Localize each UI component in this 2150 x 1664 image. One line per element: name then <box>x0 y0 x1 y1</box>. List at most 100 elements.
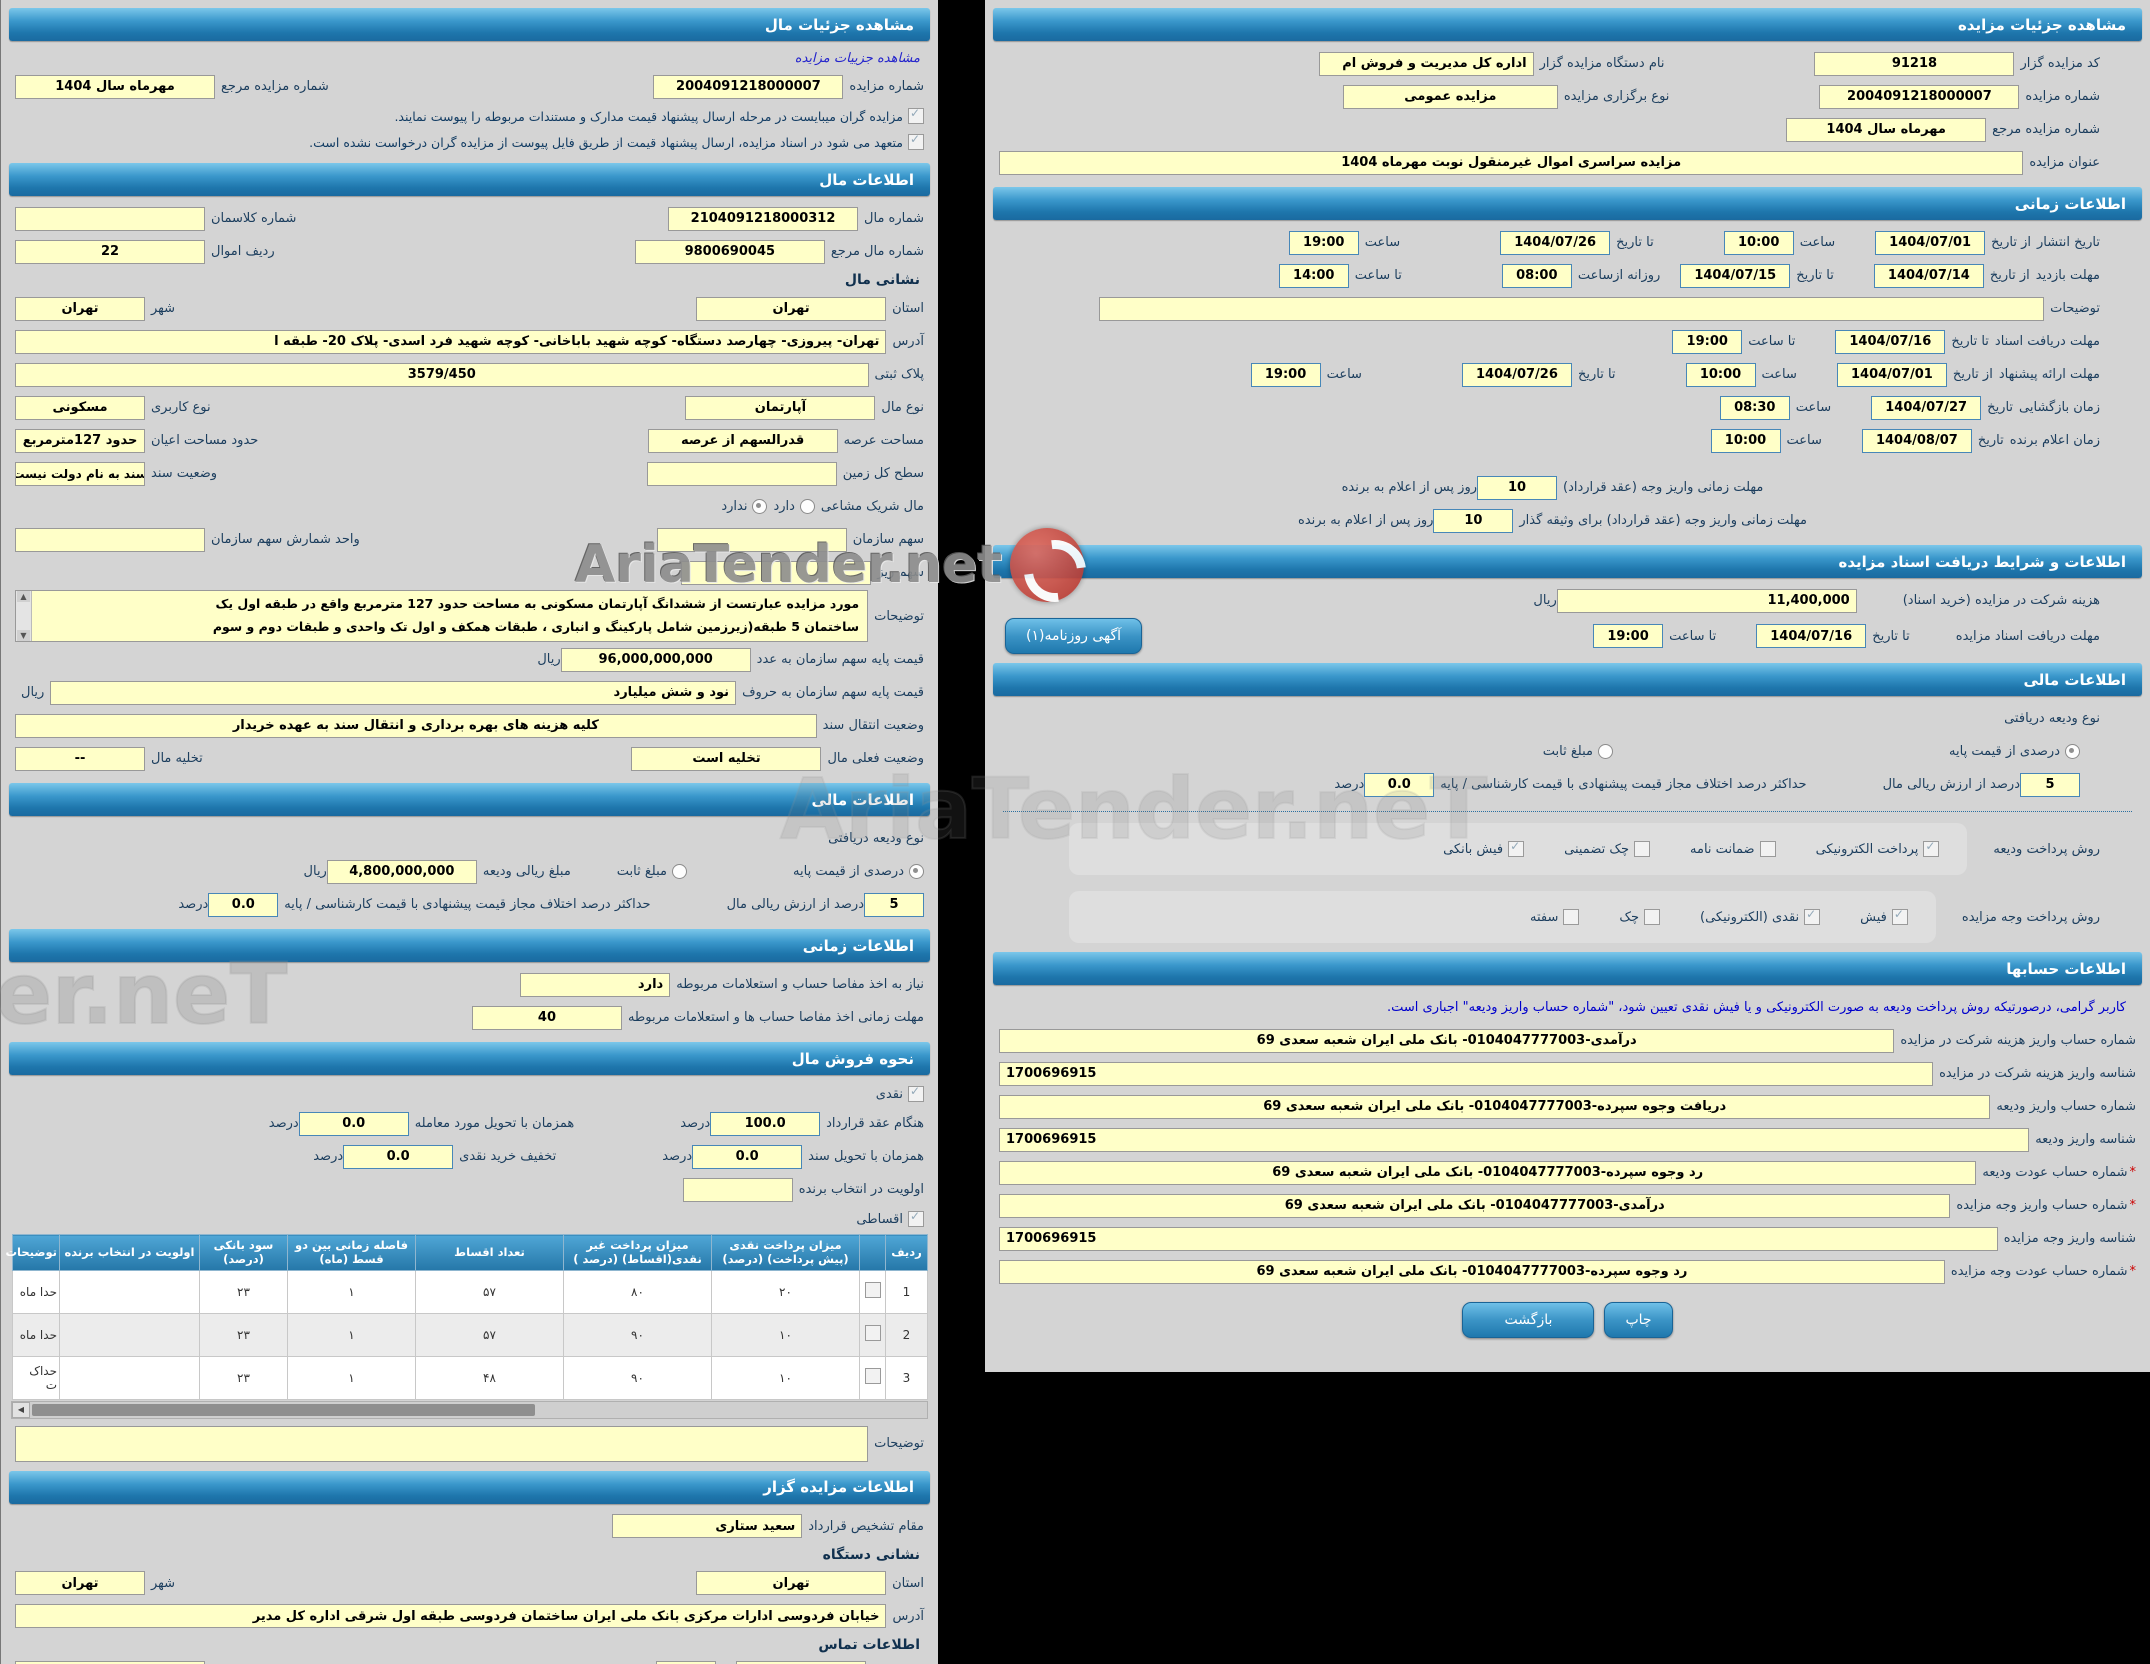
mal-type-field[interactable]: آپارتمان <box>685 395 876 420</box>
visit-to-field[interactable]: 1404/07/15 <box>1680 263 1791 288</box>
province-field[interactable]: تهران <box>696 296 887 321</box>
mafasa-time-field[interactable]: 40 <box>471 1005 622 1030</box>
priority-field[interactable] <box>682 1177 793 1202</box>
scroll-left-icon[interactable]: ◀ <box>12 1401 30 1418</box>
fee-field[interactable]: 11,400,000 <box>1556 588 1857 613</box>
deposit-amount-field[interactable]: 4,800,000,000 <box>326 859 477 884</box>
acc2-field[interactable]: دریافت وجوه سپرده-0104047777003- بانک مل… <box>999 1094 1991 1119</box>
cheque-checkbox[interactable] <box>1644 909 1661 925</box>
docs2-time-field[interactable]: 19:00 <box>1593 624 1664 648</box>
device-city-field[interactable]: تهران <box>15 1571 145 1596</box>
docs-to-field[interactable]: 1404/07/16 <box>1835 329 1946 354</box>
device-address-field[interactable]: خیابان فردوسی ادارات مرکزی بانک ملی ایرا… <box>15 1604 887 1629</box>
docs-time-field[interactable]: 19:00 <box>1672 329 1743 354</box>
auction-number-field[interactable]: 2004091218000007 <box>653 74 844 99</box>
mobile-field[interactable] <box>15 1661 205 1664</box>
usage-field[interactable]: مسکونی <box>15 395 145 420</box>
publish-to-field[interactable]: 1404/07/26 <box>1500 230 1611 255</box>
id3-field[interactable]: 1700696915 <box>999 1226 1998 1251</box>
delivery-field[interactable]: 0.0 <box>298 1111 409 1136</box>
attachment-note1-checkbox[interactable] <box>908 106 924 124</box>
time-desc-field[interactable] <box>1099 296 2045 321</box>
contract-field[interactable]: 100.0 <box>710 1111 821 1136</box>
row-select-checkbox[interactable] <box>864 1368 881 1385</box>
mal-desc-textarea[interactable]: مورد مزایده عبارتست از ششدانگ آپارتمان م… <box>15 590 869 642</box>
maqam-field[interactable]: سعید ستاری <box>612 1514 803 1539</box>
epay-checkbox[interactable] <box>1923 839 1940 857</box>
offer-to-time-field[interactable]: 19:00 <box>1250 362 1321 387</box>
table-horizontal-scrollbar[interactable]: ◀ <box>11 1400 928 1419</box>
mafasa-field[interactable]: دارد <box>520 972 671 997</box>
arsa-field[interactable]: قدرالسهم از عرصه <box>647 428 838 453</box>
acc3-field[interactable]: رد وجوه سپرده-0104047777003- بانک ملی ای… <box>999 1160 1977 1185</box>
classman-field[interactable] <box>15 206 205 231</box>
sanadpay-field[interactable]: 0.0 <box>692 1144 803 1169</box>
pct-value-field[interactable]: 5 <box>864 892 924 917</box>
winner-time-field[interactable]: 10:00 <box>1710 428 1781 453</box>
scroll-down-icon[interactable]: ▼ <box>17 630 30 641</box>
print-button[interactable]: چاپ <box>1604 1302 1673 1338</box>
promissory-checkbox[interactable] <box>1563 909 1580 925</box>
ayan-field[interactable]: حدود 127مترمربع <box>15 428 145 453</box>
share-detail-field[interactable] <box>681 560 872 585</box>
org-share-field[interactable] <box>656 527 847 552</box>
acc5-field[interactable]: رد وجوه سپرده-0104047777003- بانک ملی ای… <box>999 1259 1945 1284</box>
id1-field[interactable]: 1700696915 <box>999 1061 1934 1086</box>
transfer-field[interactable]: کلیه هزینه های بهره برداری و انتقال سند … <box>15 713 817 738</box>
id2-field[interactable]: 1700696915 <box>999 1127 2030 1152</box>
row-select-checkbox[interactable] <box>864 1325 881 1342</box>
fixed-amount-radio[interactable] <box>672 864 688 879</box>
visit-start-field[interactable]: 08:00 <box>1501 263 1572 288</box>
address-field[interactable]: تهران- پیروزی- چهارصد دستگاه- کوچه شهید … <box>15 329 887 354</box>
auction-title-field[interactable]: مزایده سراسری اموال غیرمنقول نوبت مهرماه… <box>999 150 2024 175</box>
bank-slip-checkbox[interactable] <box>1508 839 1525 857</box>
view-auction-details-link[interactable]: مشاهده جزییات مزایده <box>794 51 920 66</box>
auction-type-field[interactable]: مزایده عمومی <box>1342 84 1558 109</box>
scrollbar-thumb[interactable] <box>32 1403 536 1416</box>
plak-field[interactable]: 3579/450 <box>15 362 869 387</box>
table-row[interactable]: 3 ۱۰ ۹۰ ۴۸ ۱ ۲۳ حداک ت <box>12 1355 928 1400</box>
mal-ref-field[interactable]: 9800690045 <box>634 239 825 264</box>
partner-has-radio[interactable] <box>799 499 815 514</box>
textarea-scrollbar[interactable]: ▲ ▼ <box>16 591 32 641</box>
phone-field[interactable]: 60994040 <box>735 1661 866 1664</box>
maxdiff2-field[interactable]: 0.0 <box>1364 772 1435 797</box>
maxdiff-field[interactable]: 0.0 <box>208 892 279 917</box>
winner-date-field[interactable]: 1404/08/07 <box>1861 428 1972 453</box>
unit-field[interactable] <box>15 527 205 552</box>
pct-field[interactable]: 5 <box>2020 772 2080 797</box>
city-field[interactable]: تهران <box>15 296 145 321</box>
asset-row-field[interactable]: 22 <box>15 239 205 264</box>
device-name-field[interactable]: اداره کل مدیریت و فروش ام <box>1318 51 1534 76</box>
auction-ref-field[interactable]: مهرماه سال 1404 <box>1786 117 1987 142</box>
current-status-field[interactable]: تخلیه است <box>631 746 822 771</box>
auction-ref-field[interactable]: مهرماه سال 1404 <box>15 74 215 99</box>
offer-from-field[interactable]: 1404/07/01 <box>1836 362 1947 387</box>
table-row[interactable]: 2 ۱۰ ۹۰ ۵۷ ۱ ۲۳ حدا ماه <box>12 1312 928 1357</box>
newspaper-ad-button[interactable]: آگهی روزنامه(۱) <box>1005 618 1143 654</box>
offer-from-time-field[interactable]: 10:00 <box>1685 362 1756 387</box>
acc1-field[interactable]: درآمدی-0104047777003- بانک ملی ایران شعب… <box>999 1028 1895 1053</box>
back-button[interactable]: بازگشت <box>1462 1302 1595 1338</box>
visit-end-field[interactable]: 14:00 <box>1278 263 1349 288</box>
phone-code-field[interactable]: 021 <box>656 1661 717 1664</box>
row-select-checkbox[interactable] <box>864 1282 881 1299</box>
visit-from-field[interactable]: 1404/07/14 <box>1873 263 1984 288</box>
sanad-status-field[interactable]: سند به نام دولت نیست <box>15 461 145 486</box>
price-num-field[interactable]: 96,000,000,000 <box>560 647 751 672</box>
pct-of-base-radio[interactable] <box>2065 744 2080 759</box>
land-field[interactable] <box>646 461 837 486</box>
pay-deadline1-field[interactable]: 10 <box>1477 475 1558 500</box>
sale-desc-field[interactable] <box>15 1425 869 1462</box>
acc4-field[interactable]: درآمدی-0104047777003- بانک ملی ایران شعب… <box>999 1193 1951 1218</box>
opening-date-field[interactable]: 1404/07/27 <box>1871 395 1982 420</box>
partner-hasnot-radio[interactable] <box>752 499 768 514</box>
opening-time-field[interactable]: 08:30 <box>1719 395 1790 420</box>
table-row[interactable]: 1 ۲۰ ۸۰ ۵۷ ۱ ۲۳ حدا ماه <box>12 1269 928 1314</box>
scroll-up-icon[interactable]: ▲ <box>17 591 30 602</box>
slip-checkbox[interactable] <box>1891 907 1908 925</box>
installment-checkbox[interactable] <box>908 1209 924 1227</box>
device-province-field[interactable]: تهران <box>696 1571 887 1596</box>
attachment-note2-checkbox[interactable] <box>908 132 924 150</box>
pct-of-base-radio[interactable] <box>909 864 924 879</box>
